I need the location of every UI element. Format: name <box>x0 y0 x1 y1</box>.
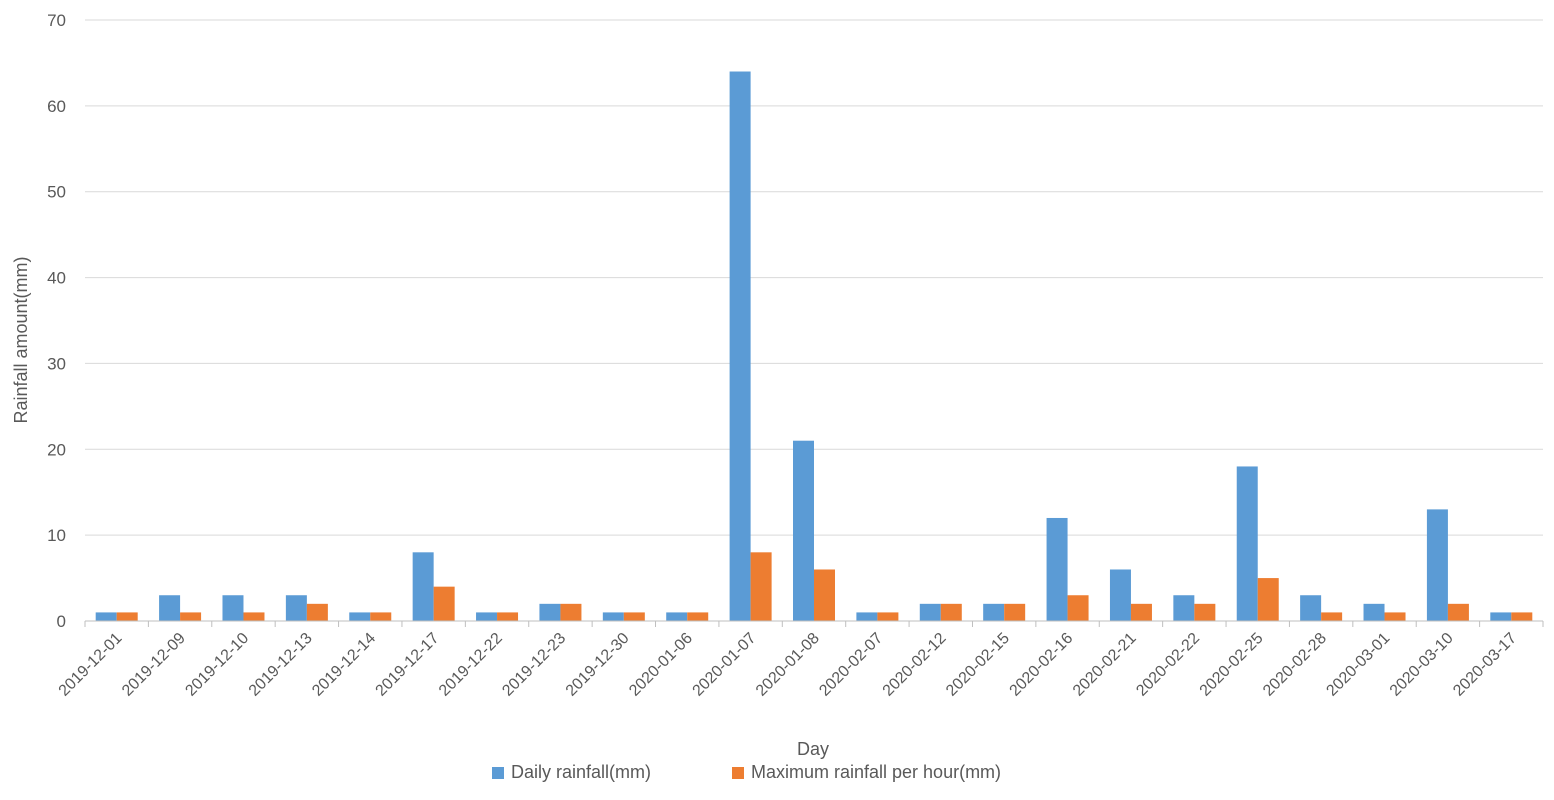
bar-series-1 <box>1109 569 1131 621</box>
bar-series-1 <box>1363 603 1385 621</box>
x-tick-label: 2019-12-22 <box>436 630 506 700</box>
bar-series-2 <box>497 612 519 621</box>
y-tick-label: 60 <box>47 97 66 116</box>
bar-series-1 <box>856 612 878 621</box>
bar-series-1 <box>349 612 371 621</box>
x-tick-label: 2020-02-28 <box>1260 630 1330 700</box>
bar-series-2 <box>1321 612 1343 621</box>
bar-series-2 <box>940 603 962 621</box>
bar-series-1 <box>1046 517 1068 621</box>
x-tick-label: 2020-02-12 <box>880 630 950 700</box>
x-tick-label: 2019-12-13 <box>246 630 316 700</box>
x-tick-label: 2020-01-07 <box>690 630 760 700</box>
bar-series-1 <box>1236 466 1258 621</box>
x-tick-label: 2019-12-30 <box>563 630 633 700</box>
x-tick-label: 2020-01-06 <box>626 630 696 700</box>
y-tick-label: 10 <box>47 526 66 545</box>
bar-series-2 <box>623 612 645 621</box>
bar-series-1 <box>222 595 244 621</box>
bar-series-2 <box>180 612 202 621</box>
x-tick-label: 2020-02-15 <box>943 630 1013 700</box>
x-tick-label: 2019-12-09 <box>119 630 189 700</box>
bar-series-2 <box>370 612 392 621</box>
bar-series-2 <box>814 569 835 621</box>
bar-series-1 <box>95 612 117 621</box>
bar-series-2 <box>1194 603 1216 621</box>
x-tick-label: 2019-12-23 <box>499 630 569 700</box>
x-tick-label: 2020-02-21 <box>1070 630 1140 700</box>
bar-series-1 <box>539 603 561 621</box>
bar-series-2 <box>1384 612 1406 621</box>
x-tick-label: 2020-02-22 <box>1133 630 1203 700</box>
bar-series-2 <box>243 612 265 621</box>
bar-series-2 <box>433 586 455 621</box>
x-tick-label: 2020-03-17 <box>1450 630 1520 700</box>
bar-series-2 <box>1447 603 1469 621</box>
y-tick-label: 70 <box>47 11 66 30</box>
bars <box>95 71 1533 621</box>
bar-series-2 <box>306 603 328 621</box>
bar-series-2 <box>877 612 899 621</box>
x-tick-label: 2020-03-10 <box>1387 630 1457 700</box>
y-tick-label: 40 <box>47 269 66 288</box>
x-tick-label: 2019-12-01 <box>56 630 126 700</box>
x-tick-label: 2020-02-25 <box>1197 630 1267 700</box>
bar-series-2 <box>1511 612 1533 621</box>
bar-series-2 <box>116 612 138 621</box>
y-tick-label: 20 <box>47 440 66 459</box>
bar-series-2 <box>1257 578 1279 621</box>
bar-series-1 <box>1300 595 1322 621</box>
x-tick-label: 2019-12-10 <box>182 630 252 700</box>
bar-series-1 <box>1490 612 1512 621</box>
bar-series-1 <box>159 595 181 621</box>
bar-series-2 <box>1067 595 1089 621</box>
y-tick-label: 0 <box>57 612 66 631</box>
bar-series-2 <box>560 603 582 621</box>
legend-swatch-series-2 <box>732 767 744 779</box>
legend-swatch-series-1 <box>492 767 504 779</box>
y-tick-label: 50 <box>47 183 66 202</box>
bar-series-1 <box>476 612 498 621</box>
bar-series-1 <box>793 440 814 621</box>
bar-series-1 <box>983 603 1005 621</box>
legend: Daily rainfall(mm) Maximum rainfall per h… <box>492 762 1001 782</box>
bar-series-1 <box>285 595 307 621</box>
x-tick-label: 2020-01-08 <box>753 630 823 700</box>
bar-series-2 <box>1130 603 1152 621</box>
x-tick-label: 2020-02-07 <box>816 630 886 700</box>
y-axis-title: Rainfall amount(mm) <box>11 256 31 423</box>
bar-series-1 <box>602 612 624 621</box>
bar-series-2 <box>750 552 772 621</box>
x-tick-label: 2020-02-16 <box>1007 630 1077 700</box>
bar-series-2 <box>687 612 709 621</box>
x-tick-label: 2019-12-14 <box>309 630 379 700</box>
bar-series-2 <box>1004 603 1026 621</box>
x-tick-label: 2019-12-17 <box>373 630 443 700</box>
gridlines <box>85 19 1543 536</box>
x-tick-label: 2020-03-01 <box>1323 630 1393 700</box>
bar-series-1 <box>1173 595 1195 621</box>
y-tick-label: 30 <box>47 354 66 373</box>
bar-series-1 <box>1426 509 1448 621</box>
bar-series-1 <box>666 612 688 621</box>
legend-label-series-2: Maximum rainfall per hour(mm) <box>751 762 1001 782</box>
legend-label-series-1: Daily rainfall(mm) <box>511 762 651 782</box>
bar-series-1 <box>729 71 751 621</box>
x-axis-title: Day <box>797 739 829 759</box>
bar-series-1 <box>919 603 941 621</box>
bar-series-1 <box>412 552 434 621</box>
